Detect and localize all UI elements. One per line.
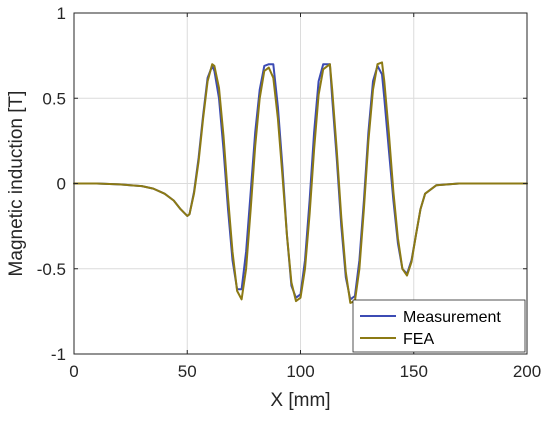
x-axis-title: X [mm] [270,390,330,411]
y-axis-ticks: -1 -0.5 0 0.5 1 [37,4,527,364]
x-tick-label: 0 [69,362,78,381]
y-tick-label: 0.5 [42,89,66,108]
series-layer [73,61,528,304]
y-tick-label: 0 [57,175,66,194]
x-tick-label: 150 [400,362,428,381]
legend-label-measurement: Measurement [403,309,501,326]
y-tick-label: -1 [51,345,66,364]
x-tick-label: 100 [286,362,314,381]
y-tick-label: 1 [57,4,66,23]
legend: Measurement FEA [352,299,526,353]
legend-label-fea: FEA [403,331,434,348]
y-axis-title: Magnetic induction [T] [6,91,27,277]
y-tick-label: -0.5 [37,260,66,279]
x-tick-label: 50 [178,362,197,381]
x-axis-ticks: 0 50 100 150 200 [69,13,541,381]
plot-area [73,12,528,355]
series-line-fea [73,61,528,304]
legend-box [352,299,526,353]
x-tick-label: 200 [513,362,541,381]
